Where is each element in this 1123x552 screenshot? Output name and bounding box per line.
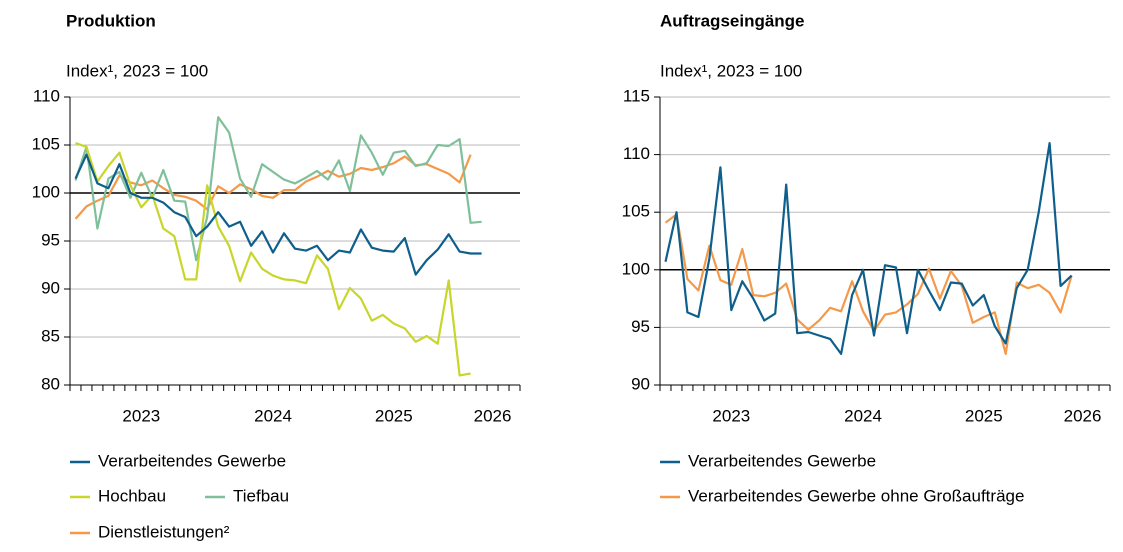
x-tick-label: 2025 [375, 406, 413, 425]
y-tick-label: 80 [41, 374, 60, 393]
x-tick-label: 2025 [965, 406, 1003, 425]
y-tick-label: 110 [623, 144, 650, 163]
legend-label: Verarbeitendes Gewerbe [98, 451, 286, 470]
y-tick-label: 105 [32, 134, 60, 153]
x-tick-label: 2026 [474, 406, 512, 425]
x-tick-label: 2023 [712, 406, 750, 425]
legend-label: Verarbeitendes Gewerbe [688, 451, 876, 470]
y-tick-label: 115 [623, 86, 650, 105]
y-tick-label: 110 [33, 86, 60, 105]
series-line [75, 142, 471, 377]
x-tick-label: 2023 [122, 406, 160, 425]
legend-label: Hochbau [98, 486, 166, 505]
y-tick-label: 95 [631, 317, 650, 336]
legend-label: Dienstleistungen² [98, 522, 230, 541]
series-line [664, 142, 1073, 355]
y-axis-label: Index¹, 2023 = 100 [660, 61, 802, 80]
y-tick-label: 90 [631, 374, 650, 393]
y-tick-label: 85 [41, 326, 60, 345]
chart-title: Auftragseingänge [660, 11, 805, 30]
x-tick-label: 2026 [1064, 406, 1102, 425]
y-tick-label: 105 [622, 202, 650, 221]
y-tick-label: 100 [622, 259, 650, 278]
y-axis-label: Index¹, 2023 = 100 [66, 61, 208, 80]
x-tick-label: 2024 [254, 406, 292, 425]
series-line [74, 154, 472, 220]
series-line [74, 153, 482, 276]
y-tick-label: 90 [41, 278, 60, 297]
series-line [664, 213, 1073, 355]
series-line [74, 116, 482, 262]
y-tick-label: 100 [32, 182, 60, 201]
x-tick-label: 2024 [844, 406, 882, 425]
chart-title: Produktion [66, 11, 156, 30]
y-tick-label: 95 [41, 230, 60, 249]
legend-label: Verarbeitendes Gewerbe ohne Großaufträge [688, 486, 1024, 505]
legend-label: Tiefbau [233, 486, 289, 505]
